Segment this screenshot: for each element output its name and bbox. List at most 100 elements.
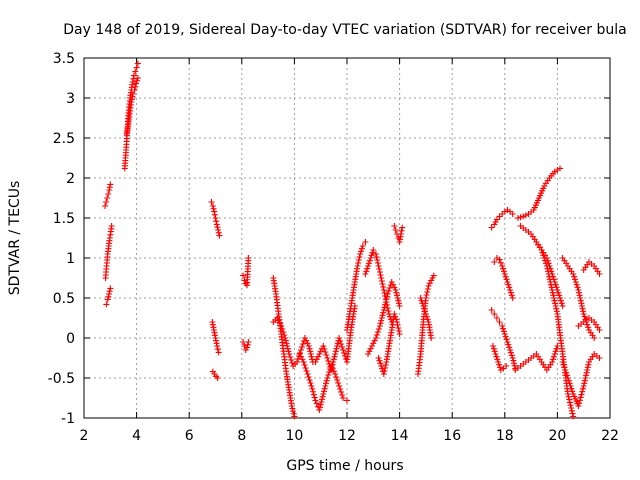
data-point-interp (507, 289, 514, 296)
data-point-interp (511, 362, 518, 369)
data-point-interp (339, 392, 346, 398)
data-point-interp (398, 227, 405, 234)
data-point (365, 263, 372, 269)
data-point-interp (378, 317, 385, 324)
data-point-interp (310, 388, 317, 395)
data-point (420, 303, 427, 309)
data-point-interp (563, 369, 570, 376)
data-point (380, 371, 387, 377)
data-point-interp (322, 383, 329, 389)
data-point (367, 255, 374, 261)
data-point-interp (105, 293, 112, 300)
data-point (368, 343, 375, 349)
data-point-interp (568, 385, 575, 392)
data-point-interp (385, 308, 392, 314)
data-point (391, 311, 398, 317)
data-point (396, 303, 403, 309)
data-point (509, 295, 516, 301)
data-point-interp (565, 377, 572, 384)
data-marks (102, 60, 603, 420)
data-point (336, 335, 343, 341)
data-point-interp (288, 357, 295, 363)
data-point-interp (289, 405, 296, 412)
data-point-interp (423, 292, 430, 298)
data-point-interp (578, 300, 585, 307)
data-point (425, 283, 432, 289)
data-point-interp (303, 337, 310, 344)
data-point (538, 247, 545, 253)
data-point (596, 271, 603, 277)
data-point-interp (313, 356, 320, 363)
data-point-interp (341, 350, 348, 356)
data-point-interp (576, 289, 583, 296)
data-point-interp (279, 326, 286, 332)
data-point-interp (325, 372, 332, 378)
data-point-interp (576, 292, 583, 299)
data-point (391, 223, 398, 229)
data-point-interp (491, 348, 498, 355)
data-point-interp (507, 349, 514, 356)
data-point-interp (546, 276, 553, 283)
data-point-interp (574, 284, 581, 291)
data-point (388, 279, 395, 285)
data-point (212, 215, 219, 221)
data-point-interp (290, 408, 297, 415)
data-point-interp (508, 292, 515, 299)
data-point (301, 335, 308, 341)
data-point (392, 287, 399, 293)
data-point-interp (329, 361, 336, 368)
data-point-interp (321, 346, 328, 352)
data-point-interp (545, 271, 552, 277)
data-point-interp (506, 344, 513, 351)
data-point (211, 208, 218, 215)
data-point-interp (497, 259, 504, 266)
series-arc-17.7h-c (489, 343, 510, 373)
data-point-interp (393, 316, 400, 323)
data-point (559, 359, 566, 365)
data-point-interp (569, 388, 576, 395)
data-point-interp (583, 372, 590, 379)
data-point-interp (309, 385, 316, 392)
data-point (372, 251, 379, 257)
data-point (501, 271, 508, 277)
data-point (102, 203, 109, 209)
data-point-interp (298, 344, 305, 350)
data-point-interp (508, 352, 515, 359)
data-point (359, 243, 366, 249)
x-tick-label: 16 (443, 428, 461, 444)
data-point-interp (301, 362, 308, 368)
data-point (488, 307, 495, 313)
data-point-interp (373, 254, 380, 260)
data-point (396, 331, 403, 337)
data-point (104, 296, 111, 303)
data-point-interp (551, 351, 558, 357)
y-tick-label: 3 (66, 91, 75, 107)
data-point-interp (579, 388, 586, 395)
data-point (375, 355, 382, 361)
data-point-interp (539, 249, 546, 256)
data-point (564, 375, 571, 381)
data-point-interp (550, 295, 557, 301)
data-point (328, 367, 335, 373)
data-point-interp (566, 396, 573, 403)
data-point (305, 343, 312, 349)
data-point-interp (358, 245, 365, 252)
data-point (495, 359, 502, 365)
data-point-interp (426, 280, 433, 287)
data-point-interp (282, 337, 289, 344)
y-tick-label: 1.5 (53, 211, 75, 227)
data-point (520, 213, 527, 220)
series-arc-17.7h-b (488, 307, 519, 372)
series-arc-19h-c (512, 343, 561, 373)
data-point-interp (418, 297, 425, 304)
x-tick-label: 22 (601, 428, 619, 444)
data-point-interp (584, 367, 591, 373)
series-arc-2.8h-c (103, 285, 114, 308)
y-tick-label: -0.5 (48, 371, 75, 387)
data-point (564, 391, 571, 397)
data-point (312, 397, 319, 404)
data-point-interp (552, 303, 559, 309)
series-arc-20.5h-b (559, 351, 603, 409)
series-arc-9.5h-a (270, 275, 298, 420)
data-point-interp (365, 260, 372, 267)
